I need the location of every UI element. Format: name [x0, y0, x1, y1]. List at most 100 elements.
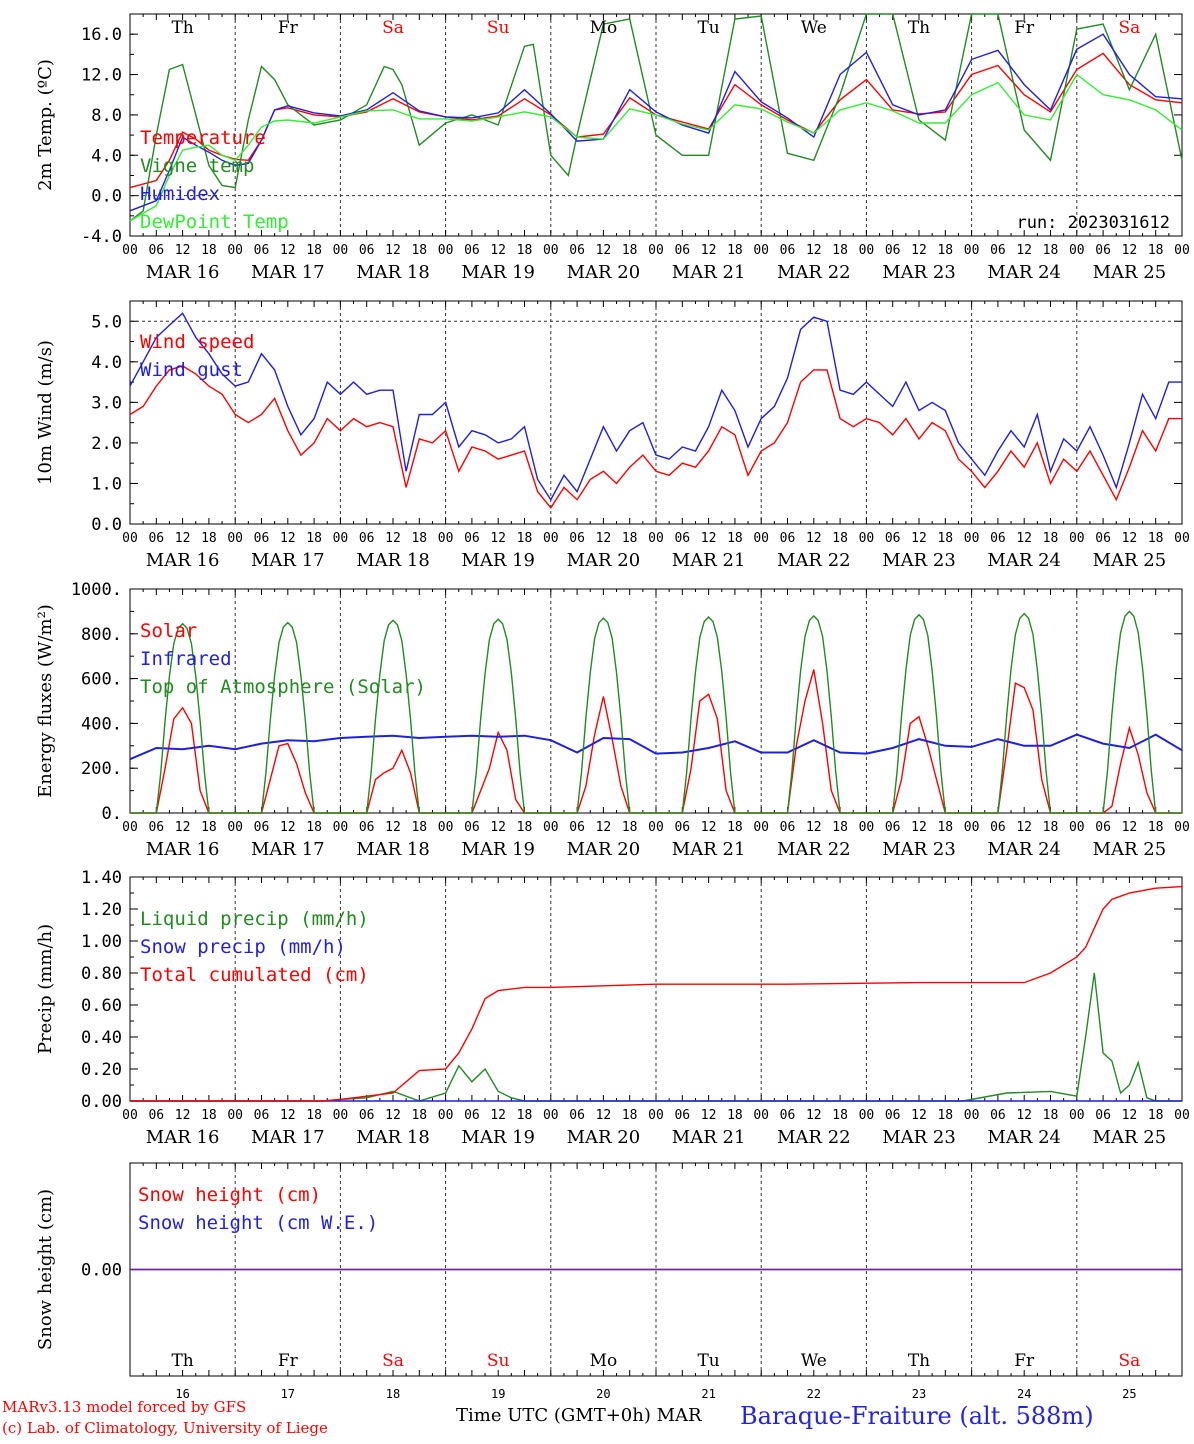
- date-label: MAR 20: [567, 1127, 641, 1148]
- time-axis-title: Time UTC (GMT+0h) MAR: [456, 1405, 702, 1426]
- hour-label: 18: [517, 820, 533, 835]
- date-label: MAR 25: [1093, 262, 1167, 283]
- y-tick-label: 0.20: [81, 1060, 122, 1080]
- hour-label: 18: [622, 531, 638, 546]
- hour-label: 00: [333, 243, 349, 258]
- hour-label: 00: [122, 820, 138, 835]
- y-tick-label: 3.0: [91, 393, 122, 413]
- lab-credit: (c) Lab. of Climatology, University of L…: [2, 1419, 328, 1437]
- date-label: MAR 22: [777, 550, 851, 571]
- hour-label: 00: [438, 531, 454, 546]
- hour-label: 18: [1148, 820, 1164, 835]
- y-tick-label: 5.0: [91, 312, 122, 332]
- hour-label: 00: [543, 1108, 559, 1123]
- hour-label: 06: [148, 1108, 164, 1123]
- date-label: MAR 17: [251, 262, 325, 283]
- date-label: MAR 17: [251, 839, 325, 860]
- weekday-label: We: [801, 18, 827, 38]
- hour-label: 12: [280, 243, 296, 258]
- y-tick-label: 1000.: [71, 580, 122, 600]
- hour-label: 00: [122, 1108, 138, 1123]
- hour-label: 12: [280, 531, 296, 546]
- hour-label: 06: [254, 243, 270, 258]
- hour-label: 06: [569, 531, 585, 546]
- hour-label: 12: [701, 1108, 717, 1123]
- hour-label: 06: [148, 820, 164, 835]
- hour-label: 12: [175, 531, 191, 546]
- hour-label: 18: [832, 1108, 848, 1123]
- y-tick-label: 0.: [102, 804, 122, 824]
- hour-label: 00: [1069, 243, 1085, 258]
- hour-label: 06: [885, 820, 901, 835]
- hour-label: 18: [622, 1108, 638, 1123]
- hour-label: 06: [254, 1108, 270, 1123]
- hour-label: 00: [1069, 531, 1085, 546]
- hour-label: 06: [1095, 243, 1111, 258]
- y-axis-title: Precip (mm/h): [35, 924, 56, 1054]
- hour-label: 12: [701, 531, 717, 546]
- hour-label: 00: [227, 531, 243, 546]
- hour-label: 00: [1069, 1108, 1085, 1123]
- hour-label: 12: [1016, 243, 1032, 258]
- hour-label: 06: [990, 1108, 1006, 1123]
- hour-label: 00: [333, 820, 349, 835]
- legend-entry: Wind gust: [140, 359, 243, 381]
- hour-label: 12: [596, 820, 612, 835]
- hour-label: 00: [964, 820, 980, 835]
- weekday-label: Th: [908, 1351, 930, 1371]
- hour-label: 06: [464, 243, 480, 258]
- hour-label: 18: [517, 243, 533, 258]
- hour-label: 18: [517, 1108, 533, 1123]
- hour-label: 06: [674, 1108, 690, 1123]
- hour-label: 00: [859, 820, 875, 835]
- hour-label: 06: [359, 531, 375, 546]
- hour-label: 12: [596, 531, 612, 546]
- hour-label: 00: [543, 531, 559, 546]
- hour-label: 00: [753, 531, 769, 546]
- hour-label: 12: [1016, 1108, 1032, 1123]
- hour-label: 06: [569, 243, 585, 258]
- hour-label: 18: [622, 820, 638, 835]
- hour-label: 18: [937, 820, 953, 835]
- panel-5: 0.00 Snow height (cm) Snow height (cm) Snow…: [35, 1162, 1183, 1401]
- day-number: 24: [1017, 1387, 1031, 1401]
- hour-label: 00: [1174, 243, 1190, 258]
- hour-label: 06: [1095, 1108, 1111, 1123]
- series-line-humidex: [129, 33, 1183, 212]
- date-label: MAR 22: [777, 839, 851, 860]
- hour-label: 12: [1122, 531, 1138, 546]
- day-number: 19: [491, 1387, 505, 1401]
- y-tick-label: 0.80: [81, 964, 122, 984]
- y-tick-label: 16.0: [81, 25, 122, 45]
- date-label: MAR 24: [987, 839, 1061, 860]
- weekday-label: Th: [171, 18, 193, 38]
- weekday-label: Fr: [1014, 1351, 1035, 1371]
- date-label: MAR 23: [882, 550, 956, 571]
- hour-label: 18: [411, 1108, 427, 1123]
- y-axis-title: 10m Wind (m/s): [35, 340, 56, 485]
- series-line-dewpoint-temp: [129, 73, 1183, 222]
- hour-label: 12: [385, 1108, 401, 1123]
- hour-label: 12: [385, 531, 401, 546]
- hour-label: 12: [806, 1108, 822, 1123]
- hour-label: 00: [438, 820, 454, 835]
- date-label: MAR 20: [567, 262, 641, 283]
- hour-label: 18: [201, 820, 217, 835]
- hour-label: 12: [806, 820, 822, 835]
- date-label: MAR 22: [777, 262, 851, 283]
- hour-label: 06: [780, 531, 796, 546]
- hour-label: 18: [201, 1108, 217, 1123]
- hour-label: 18: [306, 531, 322, 546]
- hour-label: 18: [1148, 531, 1164, 546]
- weekday-label: Su: [487, 18, 510, 38]
- date-label: MAR 19: [461, 550, 535, 571]
- weekday-label: Tu: [697, 1351, 719, 1371]
- legend-entry: Liquid precip (mm/h): [140, 908, 369, 930]
- weekday-label: Fr: [278, 18, 299, 38]
- hour-label: 00: [753, 243, 769, 258]
- legend-entry: Snow height (cm W.E.): [138, 1212, 378, 1234]
- series-line-wind-gust: [129, 312, 1182, 502]
- hour-label: 12: [701, 243, 717, 258]
- y-tick-label: 0.00: [81, 1261, 122, 1281]
